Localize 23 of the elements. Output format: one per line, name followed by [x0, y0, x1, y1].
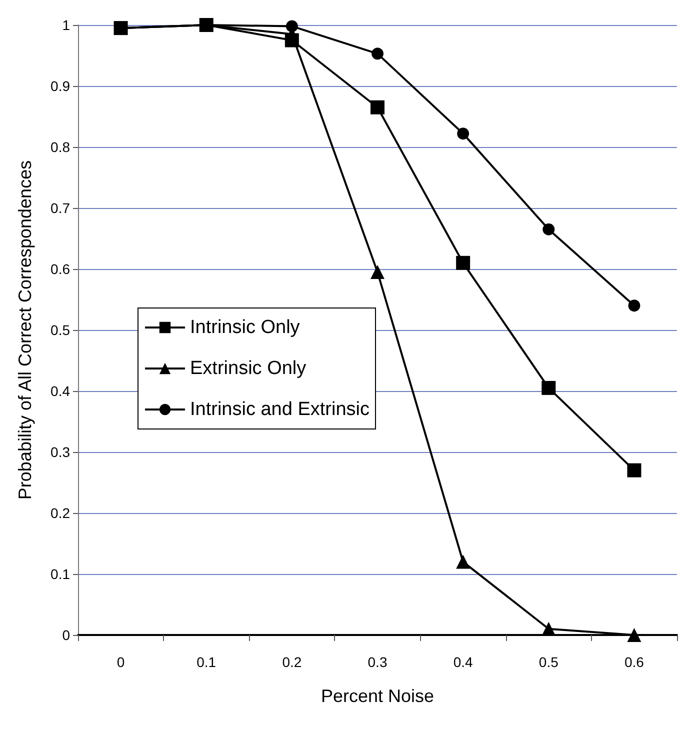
y-tick-label: 0.5 [50, 322, 70, 338]
y-tick-label: 0.9 [50, 78, 70, 94]
y-tick-label: 0.6 [50, 261, 70, 277]
y-tick-label: 0.2 [50, 505, 70, 521]
x-tick-label: 0.4 [453, 654, 474, 670]
y-tick-label: 0.3 [50, 444, 70, 460]
y-tick-label: 0.8 [50, 139, 70, 155]
y-axis-title: Probability of All Correct Correspondences [15, 160, 35, 500]
legend-label: Intrinsic Only [190, 317, 300, 338]
y-tick-label: 0 [62, 627, 70, 643]
x-tick-label: 0.6 [624, 654, 644, 670]
y-tick-label: 1 [62, 17, 70, 33]
y-tick-label: 0.7 [50, 200, 70, 216]
y-tick-label: 0.1 [50, 566, 70, 582]
x-tick-label: 0 [116, 654, 125, 670]
legend-label: Intrinsic and Extrinsic [190, 399, 370, 420]
x-tick-label: 0.5 [538, 654, 559, 670]
legend-label: Extrinsic Only [190, 358, 307, 379]
y-tick-label: 0.4 [50, 383, 70, 399]
x-tick-label: 0.1 [196, 654, 216, 670]
x-tick-label: 0.3 [368, 654, 388, 670]
x-tick-label: 0.2 [282, 654, 302, 670]
x-axis-title: Percent Noise [320, 686, 434, 706]
